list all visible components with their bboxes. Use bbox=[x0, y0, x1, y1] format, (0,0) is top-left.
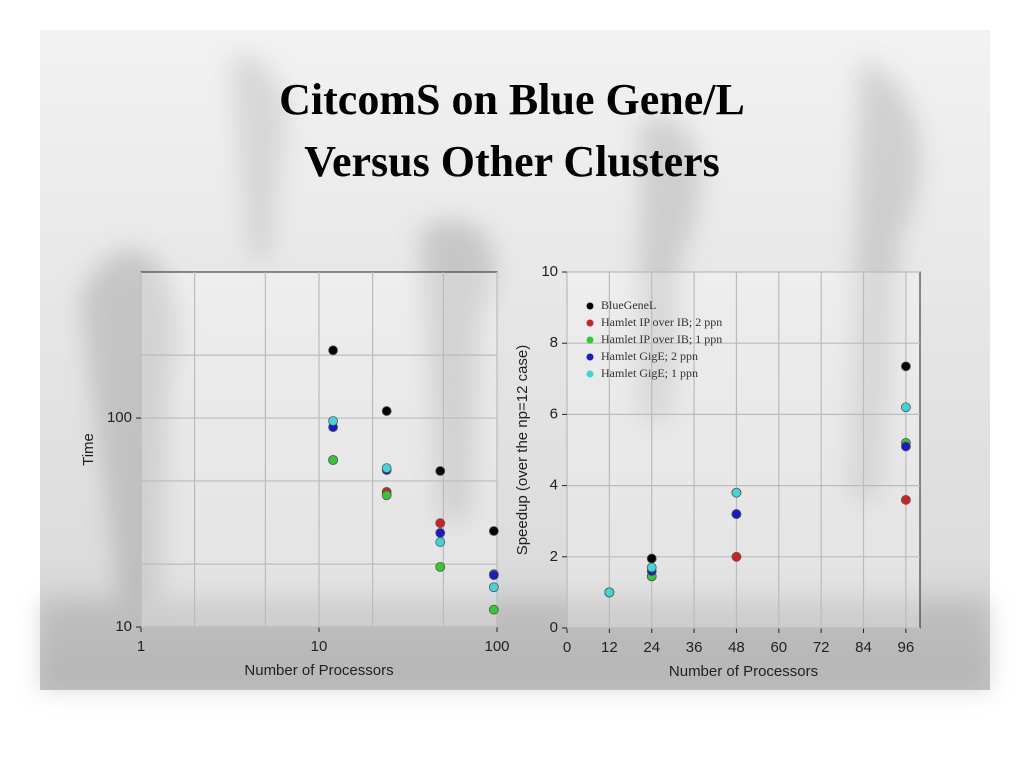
x-tick-label: 60 bbox=[770, 639, 787, 656]
data-point bbox=[435, 537, 446, 547]
y-axis-label: Speedup (over the np=12 case) bbox=[514, 345, 531, 556]
y-tick-label: 8 bbox=[550, 334, 558, 351]
data-point bbox=[435, 466, 446, 476]
x-tick-label: 84 bbox=[855, 639, 872, 656]
legend-swatch bbox=[586, 319, 594, 327]
x-axis-label: Number of Processors bbox=[669, 663, 818, 680]
data-point bbox=[488, 604, 499, 615]
data-point bbox=[435, 518, 446, 529]
legend-swatch bbox=[586, 302, 594, 310]
data-point bbox=[900, 494, 911, 505]
data-point bbox=[646, 553, 657, 564]
slide-title: Versus Other Clusters bbox=[304, 137, 720, 186]
x-tick-label: 0 bbox=[563, 639, 571, 656]
data-point bbox=[381, 406, 392, 416]
y-tick-label: 4 bbox=[550, 477, 558, 494]
legend-label: Hamlet IP over IB; 1 ppn bbox=[601, 332, 722, 346]
background bbox=[40, 30, 990, 690]
data-point bbox=[381, 463, 392, 474]
x-tick-label: 48 bbox=[728, 639, 745, 656]
data-point bbox=[488, 526, 499, 536]
x-tick-label: 1 bbox=[137, 638, 145, 655]
data-point bbox=[328, 455, 338, 465]
data-point bbox=[731, 487, 742, 498]
y-tick-label: 10 bbox=[115, 618, 132, 635]
data-point bbox=[381, 490, 392, 501]
y-axis-label: Time bbox=[80, 433, 97, 466]
data-point bbox=[731, 551, 742, 562]
y-tick-label: 10 bbox=[541, 263, 558, 280]
x-axis-label: Number of Processors bbox=[244, 662, 393, 679]
plot-frame bbox=[566, 271, 921, 629]
data-point bbox=[328, 345, 338, 356]
legend-swatch bbox=[586, 353, 594, 361]
data-point bbox=[328, 416, 338, 426]
slide-title: CitcomS on Blue Gene/L bbox=[279, 75, 745, 124]
x-tick-label: 24 bbox=[643, 639, 660, 656]
legend-label: Hamlet IP over IB; 2 ppn bbox=[601, 315, 722, 329]
y-tick-label: 100 bbox=[107, 409, 132, 426]
data-point bbox=[731, 509, 742, 519]
x-tick-label: 12 bbox=[601, 639, 618, 656]
data-point bbox=[900, 402, 911, 413]
legend-label: BlueGeneL bbox=[601, 298, 656, 312]
legend-swatch bbox=[586, 336, 594, 344]
y-tick-label: 0 bbox=[550, 619, 558, 636]
data-point bbox=[488, 570, 499, 581]
background-texture bbox=[40, 55, 990, 690]
y-tick-label: 6 bbox=[550, 405, 558, 422]
data-point bbox=[435, 561, 446, 572]
legend-swatch bbox=[586, 370, 594, 378]
data-point bbox=[646, 562, 657, 573]
x-tick-label: 96 bbox=[898, 639, 915, 656]
x-tick-label: 10 bbox=[311, 638, 328, 655]
legend-label: Hamlet GigE; 2 ppn bbox=[601, 349, 698, 363]
y-tick-label: 2 bbox=[550, 548, 558, 565]
x-tick-label: 36 bbox=[686, 639, 703, 656]
data-point bbox=[900, 361, 911, 372]
data-point bbox=[435, 528, 446, 538]
legend-label: Hamlet GigE; 1 ppn bbox=[601, 366, 698, 380]
x-tick-label: 72 bbox=[813, 639, 830, 656]
data-point bbox=[488, 582, 499, 593]
x-tick-label: 100 bbox=[484, 638, 509, 655]
data-point bbox=[900, 441, 911, 452]
data-point bbox=[604, 587, 615, 598]
